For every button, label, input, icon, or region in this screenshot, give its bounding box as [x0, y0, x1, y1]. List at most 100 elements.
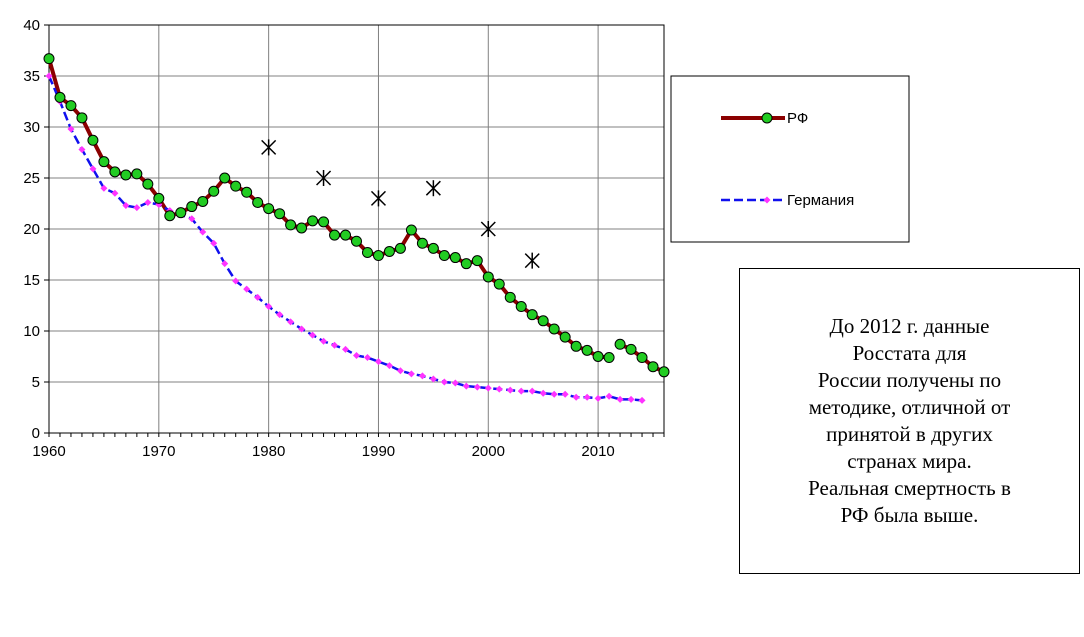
series-line-rf	[47, 58, 610, 360]
germany-point	[473, 383, 481, 391]
rf-point	[307, 215, 319, 227]
germany-point	[243, 285, 251, 293]
rf-point	[142, 178, 154, 190]
rf-point	[87, 134, 99, 146]
rf-point	[526, 309, 538, 321]
y-tick-label: 40	[23, 17, 40, 34]
axes: 0 5 10 15 20 25 30 35 40 1960 1970 1980 1990 2000 2010	[23, 17, 665, 460]
germany-point	[276, 311, 284, 319]
germany-point	[462, 382, 470, 390]
y-tick-label: 35	[23, 68, 40, 85]
germany-point	[627, 395, 635, 403]
rf-point	[405, 224, 417, 236]
y-tick-label: 10	[23, 323, 40, 340]
germany-point	[429, 375, 437, 383]
rf-point	[361, 246, 373, 258]
germany-point	[517, 387, 525, 395]
note-line: РФ была выше.	[840, 503, 979, 527]
rf-point	[120, 169, 132, 181]
rf-point	[351, 235, 362, 247]
germany-point	[320, 337, 328, 345]
x-tick-label: 1980	[252, 443, 285, 460]
note-line: принятой в других	[826, 422, 993, 446]
rf-point	[65, 100, 77, 112]
rf-point	[647, 361, 659, 373]
legend-marker-germany	[763, 196, 771, 204]
rf-point	[131, 168, 143, 180]
rf-point	[471, 255, 483, 267]
germany-point	[353, 351, 360, 359]
asterisk-point	[316, 170, 332, 186]
series-layer	[43, 53, 670, 404]
x-tick-label: 1990	[362, 443, 395, 460]
rf-point	[98, 156, 110, 168]
y-tick-label: 20	[23, 221, 40, 238]
germany-point	[265, 303, 273, 311]
germany-point	[45, 72, 53, 80]
rf-point	[460, 258, 472, 270]
germany-point	[594, 394, 602, 402]
germany-point	[122, 202, 130, 210]
rf-point	[394, 242, 406, 254]
y-tick-label: 5	[32, 374, 40, 391]
germany-point	[89, 165, 97, 173]
germany-point	[583, 393, 591, 401]
legend-label-germany: Германия	[787, 192, 854, 209]
asterisk-point	[370, 190, 386, 207]
germany-point	[407, 370, 415, 378]
rf-point	[296, 222, 308, 234]
rf-point	[416, 237, 428, 249]
y-tick-label: 15	[23, 272, 40, 289]
note-box: До 2012 г. данные Росстата для России полу…	[739, 268, 1080, 574]
germany-point	[506, 386, 514, 394]
x-tick-label: 2010	[581, 443, 614, 460]
germany-point	[199, 228, 207, 236]
rf-point	[340, 229, 352, 241]
rf-point	[274, 208, 286, 220]
germany-point	[418, 372, 426, 380]
germany-point	[539, 389, 547, 397]
germany-point	[67, 125, 75, 133]
germany-point	[221, 260, 229, 268]
germany-point	[133, 204, 141, 212]
rf-point	[372, 250, 384, 262]
rf-point	[153, 192, 165, 204]
germany-point	[385, 362, 393, 370]
rf-point	[625, 343, 637, 355]
germany-point	[561, 390, 569, 398]
germany-point	[484, 384, 492, 392]
asterisk-point	[261, 139, 277, 156]
note-line: методике, отличной от	[808, 395, 1011, 419]
germany-point	[528, 387, 536, 395]
rf-point	[175, 207, 187, 219]
rf-point	[504, 291, 516, 303]
rf-point	[197, 195, 209, 207]
note-line: Реальная смертность в	[808, 476, 1011, 500]
note-line: Росстата для	[852, 341, 967, 365]
germany-point	[495, 385, 503, 393]
y-tick-label: 0	[32, 425, 40, 442]
x-tick-label: 1970	[142, 443, 175, 460]
legend: РФ Германия	[670, 75, 910, 243]
germany-point	[287, 318, 295, 326]
grid-lines	[48, 24, 664, 434]
rf-point	[603, 352, 615, 364]
rf-point	[515, 301, 527, 313]
legend-items: РФ Германия	[721, 110, 854, 209]
rf-point	[285, 219, 297, 231]
rf-point	[614, 338, 626, 350]
germany-point	[616, 395, 624, 403]
rf-point	[482, 271, 494, 283]
germany-point	[550, 390, 558, 398]
rf-point	[438, 250, 450, 262]
rf-point	[219, 172, 231, 184]
note-line: России получены по	[817, 368, 1002, 392]
asterisk-point	[480, 221, 496, 237]
rf-point	[252, 196, 264, 208]
y-tick-label: 25	[23, 170, 40, 187]
rf-point	[493, 278, 505, 290]
germany-point	[111, 189, 119, 197]
x-tick-label: 1960	[32, 443, 65, 460]
rf-point	[449, 252, 461, 264]
